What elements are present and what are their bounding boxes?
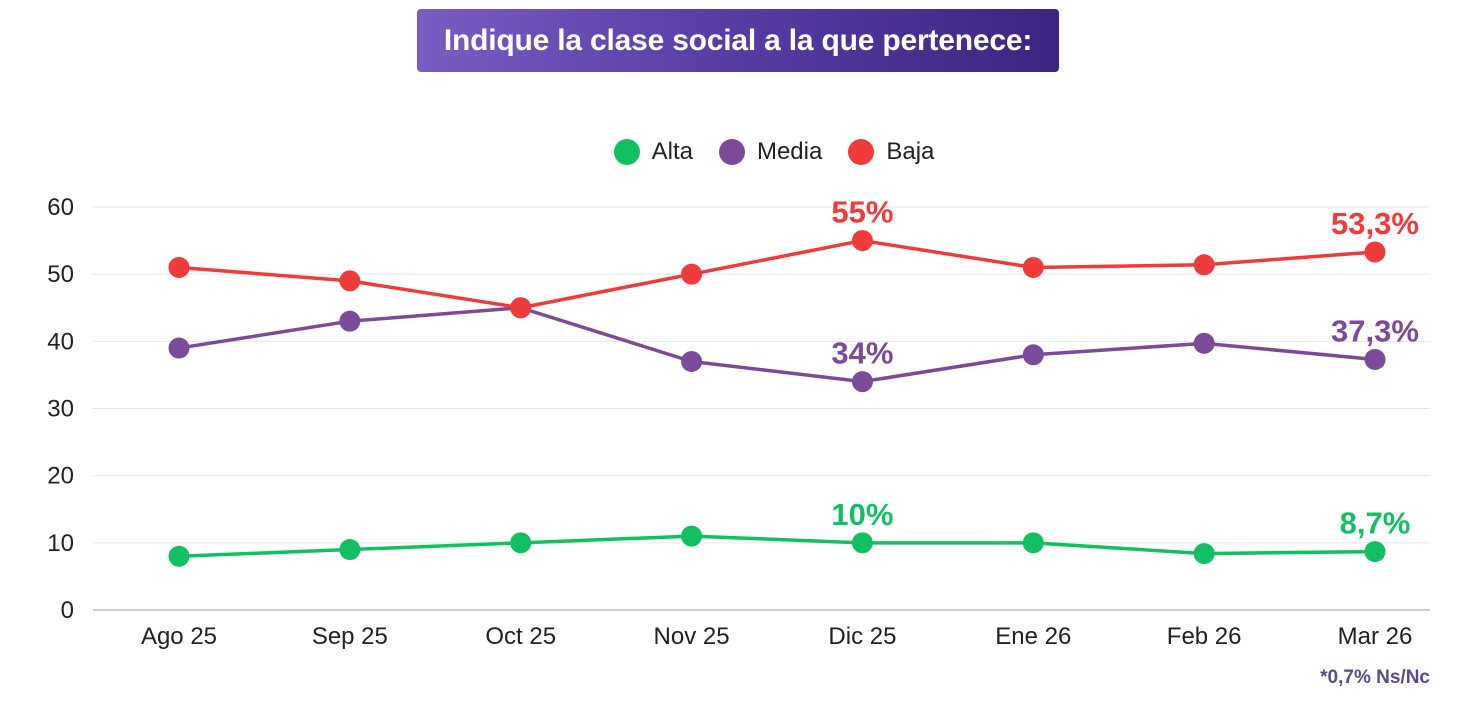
legend-item-media: Media xyxy=(718,138,823,166)
data-point-alta xyxy=(1022,532,1044,554)
data-label-baja: 55% xyxy=(831,195,893,230)
data-point-alta xyxy=(1364,541,1386,563)
legend-marker-media xyxy=(718,139,745,165)
series-line-media xyxy=(178,306,1376,384)
y-tick-label: 50 xyxy=(47,261,74,288)
data-point-baja xyxy=(1364,241,1386,263)
data-point-alta xyxy=(168,545,190,567)
data-label-media: 37,3% xyxy=(1331,313,1419,348)
data-label-alta: 10% xyxy=(831,497,893,532)
data-point-alta xyxy=(851,532,873,554)
y-tick-label: 0 xyxy=(61,597,74,624)
data-label-alta: 8,7% xyxy=(1340,506,1411,541)
y-tick-label: 20 xyxy=(47,463,74,490)
x-tick-label: Ene 26 xyxy=(995,623,1071,650)
x-tick-label: Mar 26 xyxy=(1338,623,1413,650)
legend: Alta Media Baja xyxy=(0,138,1468,166)
data-point-media xyxy=(168,337,190,359)
data-point-baja xyxy=(168,256,190,278)
y-tick-label: 10 xyxy=(47,530,74,557)
data-point-alta xyxy=(1193,543,1215,565)
data-point-baja xyxy=(510,297,532,319)
chart-title-banner: Indique la clase social a la que pertene… xyxy=(417,9,1059,72)
y-tick-label: 40 xyxy=(47,328,74,355)
legend-item-baja: Baja xyxy=(848,138,934,166)
series-line-baja xyxy=(178,238,1376,310)
data-point-media xyxy=(851,371,873,393)
legend-marker-baja xyxy=(848,139,875,165)
series-line-alta xyxy=(178,534,1376,559)
data-point-media xyxy=(1022,344,1044,366)
data-point-media xyxy=(1193,332,1215,354)
x-tick-label: Feb 26 xyxy=(1167,623,1242,650)
legend-label-media: Media xyxy=(756,138,823,165)
data-point-alta xyxy=(339,539,361,561)
data-point-media xyxy=(681,350,703,372)
data-point-baja xyxy=(1193,254,1215,276)
legend-marker-alta xyxy=(613,139,640,165)
legend-item-alta: Alta xyxy=(613,138,693,166)
data-point-alta xyxy=(681,525,703,547)
legend-label-baja: Baja xyxy=(886,138,935,165)
x-tick-label: Dic 25 xyxy=(828,623,896,650)
data-point-baja xyxy=(1022,256,1044,278)
data-point-baja xyxy=(339,270,361,292)
x-tick-label: Ago 25 xyxy=(141,623,217,650)
data-point-baja xyxy=(681,263,703,285)
data-point-alta xyxy=(510,532,532,554)
x-tick-label: Sep 25 xyxy=(312,623,388,650)
legend-label-alta: Alta xyxy=(651,138,693,165)
data-point-baja xyxy=(851,230,873,252)
y-tick-label: 30 xyxy=(47,396,74,423)
data-point-media xyxy=(1364,348,1386,370)
footnote: *0,7% Ns/Nc xyxy=(1320,667,1430,688)
data-point-media xyxy=(339,310,361,332)
x-tick-label: Oct 25 xyxy=(485,623,556,650)
data-label-media: 34% xyxy=(831,336,893,371)
x-tick-label: Nov 25 xyxy=(654,623,730,650)
data-label-baja: 53,3% xyxy=(1331,206,1419,241)
chart-title: Indique la clase social a la que pertene… xyxy=(443,23,1033,57)
y-tick-label: 60 xyxy=(47,194,74,221)
